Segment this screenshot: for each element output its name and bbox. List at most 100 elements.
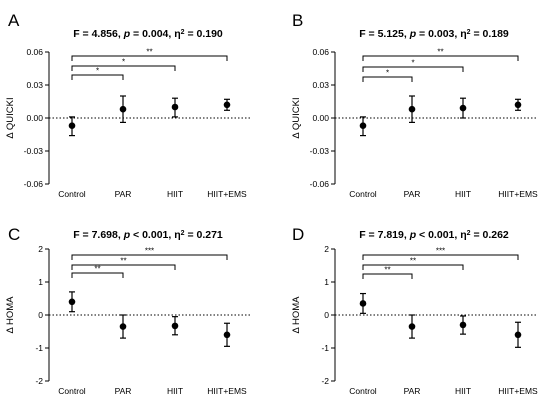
significance-bracket	[71, 74, 124, 80]
x-tick-label: PAR	[404, 189, 421, 199]
y-tick-label: 2	[38, 244, 43, 254]
significance-bracket	[362, 76, 413, 82]
title-mid: < 0.001, η	[416, 229, 467, 241]
significance-label: **	[384, 266, 390, 275]
x-tick-label: HIIT	[455, 386, 471, 396]
significance-label: *	[386, 69, 389, 78]
significance-label: **	[437, 48, 443, 57]
x-tick-label: HIIT+EMS	[498, 189, 538, 199]
chart-panel-b: B F = 5.125, p = 0.003, η2 = 0.189 -0.06 -0…	[291, 11, 538, 199]
data-point	[119, 105, 127, 113]
title-mid: = 0.004, η	[130, 28, 181, 40]
x-tick-label: HIIT+EMS	[498, 386, 538, 396]
y-tick-label: 2	[324, 244, 329, 254]
y-tick-label: -0.03	[310, 146, 330, 156]
title-p-symbol: p	[123, 28, 131, 40]
y-tick-label: 0	[38, 310, 43, 320]
significance-bracket	[71, 65, 176, 71]
x-tick-label: Control	[349, 189, 377, 199]
data-point	[359, 122, 367, 129]
data-point	[408, 105, 416, 113]
x-tick-label: HIIT+EMS	[207, 386, 247, 396]
data-point	[223, 101, 231, 109]
significance-bracket	[362, 264, 464, 270]
data-point	[171, 103, 179, 111]
significance-bracket	[362, 66, 464, 72]
title-stat: F = 7.819,	[359, 229, 410, 241]
y-tick-label: -0.03	[24, 146, 44, 156]
significance-bracket	[71, 272, 124, 278]
y-tick-label: 1	[38, 277, 43, 287]
data-point	[514, 331, 522, 339]
significance-label: *	[96, 67, 99, 76]
significance-bracket	[71, 55, 228, 61]
x-tick-label: HIIT	[167, 189, 183, 199]
x-tick-label: HIIT	[167, 386, 183, 396]
y-tick-label: 0.06	[312, 47, 329, 57]
data-point	[223, 331, 231, 339]
significance-label: ***	[145, 247, 154, 256]
panel-letter: A	[8, 11, 20, 30]
y-axis-label: Δ HOMA	[291, 296, 302, 334]
y-tick-label: -0.06	[24, 179, 44, 189]
y-axis-label: Δ QUICKI	[291, 97, 302, 138]
panel-letter: B	[292, 11, 303, 30]
chart-title: F = 7.819, p < 0.001, η2 = 0.262	[359, 229, 509, 241]
title-effect: = 0.190	[185, 28, 223, 40]
y-tick-label: -0.06	[310, 179, 330, 189]
data-point	[514, 101, 522, 109]
y-axis-label: Δ QUICKI	[5, 97, 16, 138]
title-effect: = 0.189	[471, 28, 509, 40]
data-point	[68, 122, 76, 129]
significance-bracket	[362, 254, 519, 260]
title-stat: F = 4.856,	[73, 28, 124, 40]
data-point	[171, 322, 179, 330]
title-mid: < 0.001, η	[130, 229, 181, 241]
data-point	[119, 323, 127, 330]
y-tick-label: 0.03	[312, 80, 329, 90]
significance-label: ***	[436, 247, 445, 256]
title-stat: F = 5.125,	[359, 28, 410, 40]
x-tick-label: Control	[58, 386, 86, 396]
y-tick-label: 0.00	[26, 113, 43, 123]
significance-bracket	[71, 264, 176, 270]
panel-letter: C	[8, 225, 20, 244]
y-axis-label: Δ HOMA	[5, 296, 16, 334]
y-tick-label: 0.00	[312, 113, 329, 123]
significance-label: **	[410, 257, 416, 266]
y-tick-label: -2	[35, 376, 43, 386]
y-tick-label: -2	[321, 376, 329, 386]
data-point	[359, 300, 367, 307]
title-superscript: 2	[181, 29, 185, 36]
x-tick-label: PAR	[115, 189, 132, 199]
y-tick-label: 0	[324, 310, 329, 320]
x-tick-label: PAR	[115, 386, 132, 396]
title-superscript: 2	[467, 230, 471, 237]
significance-label: *	[122, 58, 125, 67]
significance-bracket	[362, 273, 413, 279]
x-tick-label: HIIT+EMS	[207, 189, 247, 199]
data-point	[408, 323, 416, 330]
y-tick-label: 1	[324, 277, 329, 287]
chart-title: F = 5.125, p = 0.003, η2 = 0.189	[359, 28, 509, 40]
x-tick-label: HIIT	[455, 189, 471, 199]
significance-label: **	[120, 257, 126, 266]
significance-label: **	[146, 48, 152, 57]
data-point	[459, 321, 467, 329]
chart-panel-a: A F = 4.856, p = 0.004, η2 = 0.190 -0.06 -0…	[5, 11, 250, 199]
x-tick-label: PAR	[404, 386, 421, 396]
title-p-symbol: p	[409, 229, 417, 241]
panel-letter: D	[292, 225, 304, 244]
chart-panel-c: C F = 7.698, p < 0.001, η2 = 0.271 -2 -1 0 1 2…	[5, 225, 250, 396]
title-superscript: 2	[467, 29, 471, 36]
x-tick-label: Control	[58, 189, 86, 199]
x-tick-label: Control	[349, 386, 377, 396]
title-stat: F = 7.698,	[73, 229, 124, 241]
chart-title: F = 7.698, p < 0.001, η2 = 0.271	[73, 229, 223, 241]
data-point	[459, 104, 467, 112]
title-p-symbol: p	[123, 229, 131, 241]
significance-label: **	[94, 265, 100, 274]
y-tick-label: -1	[35, 343, 43, 353]
